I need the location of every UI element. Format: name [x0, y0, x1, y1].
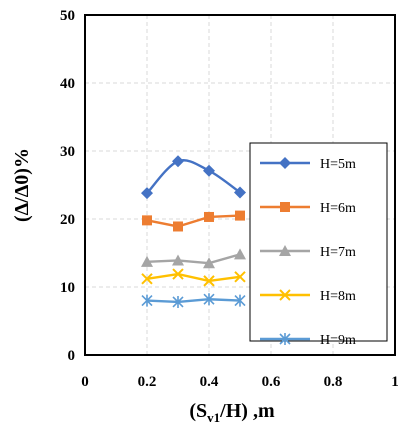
data-point: [172, 295, 184, 308]
legend-label: H=6m: [320, 201, 356, 216]
legend-marker: [279, 289, 291, 301]
y-tick-label: 20: [60, 212, 75, 228]
series-line: [146, 272, 241, 283]
x-tick-label: 0.2: [138, 374, 157, 390]
data-point: [234, 271, 246, 283]
y-tick-label: 10: [60, 280, 75, 296]
series-line: [146, 159, 241, 194]
legend-label: H=7m: [320, 245, 356, 260]
x-tick-label: 0: [81, 374, 89, 390]
series-4: [141, 268, 246, 287]
y-tick-label: 40: [60, 76, 75, 92]
legend-label: H=9m: [320, 333, 356, 348]
data-point: [173, 221, 183, 232]
series-line: [146, 298, 241, 304]
data-point: [234, 294, 246, 307]
data-point: [141, 294, 153, 307]
series-1: [141, 155, 246, 200]
x-tick-label: 0.4: [200, 374, 219, 390]
y-axis-title: (Δ/Δ0)%: [11, 148, 33, 222]
data-point: [234, 248, 246, 260]
legend-label: H=5m: [320, 157, 356, 172]
series-3: [141, 248, 246, 269]
y-tick-label: 0: [68, 348, 76, 364]
data-point: [141, 273, 153, 285]
data-point: [172, 268, 184, 280]
data-point: [235, 210, 245, 221]
legend-entry: H=6m: [260, 201, 356, 216]
data-point: [203, 164, 215, 177]
legend-marker: [279, 157, 291, 169]
legend-entry: H=7m: [260, 245, 356, 260]
data-point: [142, 215, 152, 226]
data-point: [172, 155, 184, 168]
series-2: [142, 210, 245, 232]
y-tick-labels: 0 10 20 30 40 50: [60, 8, 75, 364]
legend-marker: [279, 333, 291, 345]
data-point: [141, 255, 153, 267]
y-tick-label: 30: [60, 144, 75, 160]
y-tick-label: 50: [60, 8, 75, 24]
series-line: [146, 214, 241, 228]
data-point: [141, 187, 153, 200]
legend-label: H=8m: [320, 289, 356, 304]
legend-entry: H=8m: [260, 289, 356, 304]
data-point: [204, 211, 214, 222]
data-point: [172, 254, 184, 266]
legend-marker: [280, 202, 290, 212]
data-point: [203, 257, 215, 269]
x-tick-label: 0.8: [324, 374, 343, 390]
plot-frame: [84, 14, 396, 356]
series-group: [141, 155, 246, 308]
x-tick-labels: 0 0.2 0.4 0.6 0.8 1: [81, 374, 399, 390]
legend: H=5m H=6m H=7m H=8m H=9m: [249, 142, 388, 348]
legend-box: [249, 142, 388, 342]
data-point: [234, 186, 246, 199]
x-axis-title: (Sv1/H) ,m: [189, 400, 275, 425]
data-point: [203, 293, 215, 306]
x-tick-label: 0.6: [262, 374, 281, 390]
legend-marker: [279, 245, 291, 256]
legend-entry: H=9m: [260, 333, 356, 348]
legend-entry: H=5m: [260, 157, 356, 172]
x-axis-title-base: (S: [189, 400, 207, 422]
data-point: [203, 275, 215, 287]
x-axis-title-subscript: v1: [207, 410, 220, 425]
series-line: [146, 253, 241, 265]
x-tick-label: 1: [391, 374, 399, 390]
x-axis-title-rest: /H) ,m: [219, 400, 275, 422]
series-5: [141, 293, 246, 308]
